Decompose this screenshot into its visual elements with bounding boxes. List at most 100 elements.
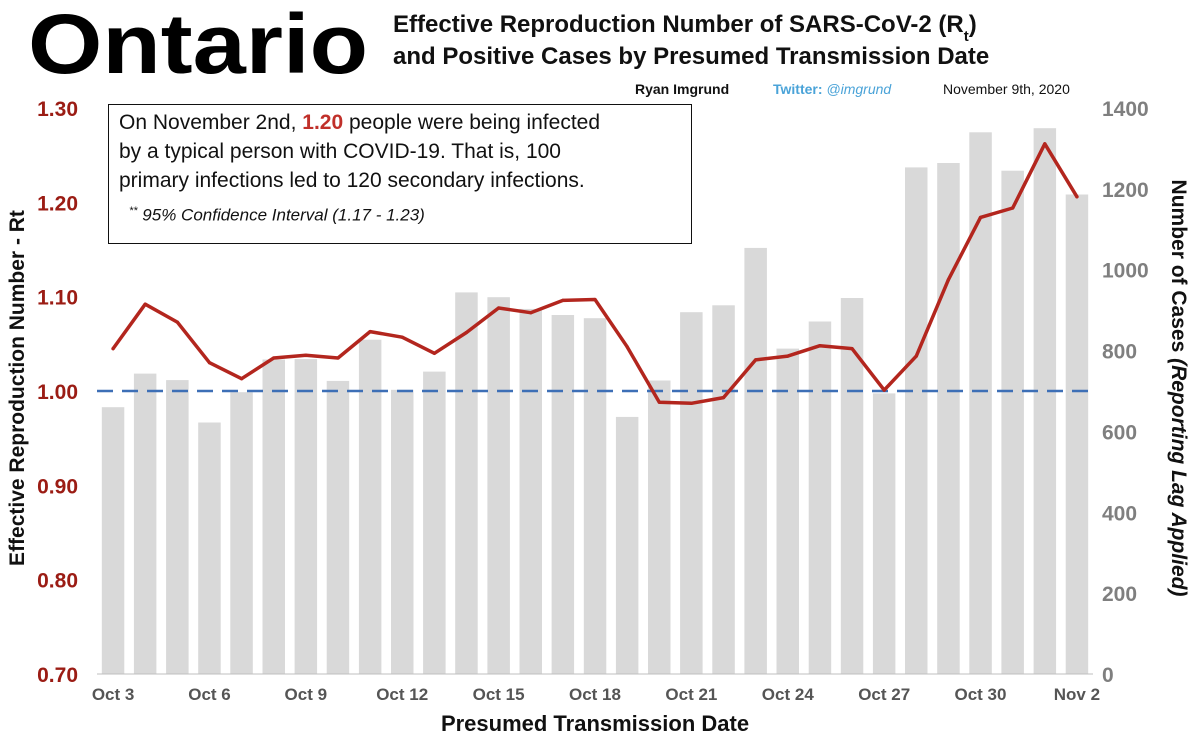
case-bar-10 — [391, 389, 414, 674]
rt-point-19 — [689, 401, 694, 405]
case-bar-12 — [455, 292, 478, 674]
x-tick-label: Oct 6 — [188, 685, 231, 704]
right-tick-label: 1400 — [1102, 98, 1149, 121]
rt-point-6 — [272, 356, 276, 360]
x-tick-label: Oct 27 — [858, 685, 910, 704]
case-bar-6 — [262, 359, 285, 674]
case-bar-22 — [776, 348, 799, 674]
annotation-box: On November 2nd, 1.20 people were being … — [108, 104, 692, 244]
case-bar-31 — [1065, 194, 1089, 674]
case-bar-11 — [423, 371, 446, 674]
y-axis-right-label: Number of Cases (Reporting Lag Applied) — [1167, 180, 1190, 597]
x-tick-label: Oct 24 — [762, 685, 815, 704]
rt-point-22 — [786, 354, 790, 358]
rt-point-1 — [111, 347, 115, 351]
right-tick-label: 200 — [1102, 583, 1137, 606]
rt-point-3 — [175, 320, 179, 324]
rt-point-14 — [529, 311, 533, 315]
case-bar-2 — [133, 373, 157, 674]
x-tick-label: Oct 18 — [569, 685, 621, 704]
x-axis-label: Presumed Transmission Date — [441, 711, 749, 736]
rt-point-15 — [561, 298, 565, 302]
case-bar-7 — [294, 359, 318, 674]
rt-point-10 — [400, 335, 404, 339]
case-bar-5 — [230, 392, 253, 674]
right-tick-label: 1000 — [1102, 260, 1149, 283]
x-tick-label: Oct 3 — [92, 685, 135, 704]
x-tick-label: Oct 30 — [955, 685, 1007, 704]
right-tick-label: 600 — [1102, 421, 1137, 444]
author: Ryan Imgrund — [635, 81, 729, 97]
rt-point-11 — [432, 351, 436, 355]
right-tick-label: 1200 — [1102, 179, 1149, 202]
x-tick-label: Oct 15 — [473, 685, 525, 704]
right-tick-label: 0 — [1102, 664, 1114, 687]
publish-date: November 9th, 2020 — [943, 81, 1070, 97]
confidence-interval: ** 95% Confidence Interval (1.17 - 1.23) — [129, 205, 425, 225]
case-bar-29 — [1001, 170, 1024, 674]
rt-point-21 — [754, 358, 758, 362]
rt-point-8 — [336, 356, 340, 360]
annotation-line-3: primary infections led to 120 secondary … — [119, 169, 585, 192]
case-bar-27 — [937, 163, 960, 674]
left-tick-label: 0.70 — [37, 664, 78, 687]
rt-point-29 — [1011, 206, 1015, 210]
rt-point-9 — [368, 330, 372, 334]
case-bar-15 — [551, 315, 575, 674]
twitter-credit: Twitter: @imgrund — [773, 81, 892, 97]
y-axis-left-label: Effective Reproduction Number - Rt — [6, 210, 29, 566]
rt-point-24 — [850, 347, 854, 351]
case-bar-28 — [969, 132, 992, 675]
left-tick-label: 0.90 — [37, 475, 78, 498]
rt-point-20 — [721, 396, 726, 400]
rt-point-26 — [914, 354, 918, 358]
annotation-line-2: by a typical person with COVID-19. That … — [119, 140, 561, 163]
case-bar-13 — [487, 297, 510, 674]
rt-point-31 — [1075, 195, 1079, 199]
chart-title-line2: and Positive Cases by Presumed Transmiss… — [393, 43, 989, 70]
rt-point-7 — [304, 353, 308, 357]
right-tick-label: 800 — [1102, 341, 1137, 364]
case-bar-8 — [326, 380, 350, 674]
rt-point-25 — [882, 388, 886, 392]
x-tick-label: Nov 2 — [1054, 685, 1100, 704]
x-tick-label: Oct 9 — [285, 685, 328, 704]
rt-point-5 — [240, 377, 244, 381]
left-tick-label: 1.20 — [37, 192, 78, 215]
case-bar-18 — [648, 380, 671, 674]
x-axis-ticks: Oct 3 Oct 6 Oct 9 Oct 12 Oct 15 Oct 18 Oct 21 O… — [92, 685, 1100, 704]
case-bar-24 — [840, 298, 864, 674]
case-bar-14 — [519, 308, 542, 674]
rt-point-23 — [818, 344, 822, 348]
right-axis-ticks: 0 200 400 600 800 1000 1200 1400 — [1102, 98, 1149, 687]
rt-point-28 — [978, 215, 983, 219]
rt-point-16 — [593, 297, 597, 302]
case-bar-25 — [872, 393, 896, 674]
case-bar-4 — [198, 422, 221, 674]
rt-point-4 — [207, 361, 212, 365]
rt-points — [111, 142, 1079, 405]
annotation-line-1: On November 2nd, 1.20 people were being … — [119, 111, 601, 134]
case-bar-3 — [166, 380, 189, 674]
case-bar-9 — [358, 339, 382, 674]
case-bar-1 — [101, 407, 125, 674]
left-tick-label: 1.00 — [37, 381, 78, 404]
rt-point-18 — [657, 400, 661, 404]
rt-point-13 — [497, 306, 501, 310]
annotation-rt-value: 1.20 — [302, 111, 344, 134]
left-tick-label: 1.10 — [37, 287, 78, 310]
right-tick-label: 400 — [1102, 502, 1137, 525]
x-tick-label: Oct 12 — [376, 685, 428, 704]
rt-point-30 — [1043, 142, 1047, 146]
left-tick-label: 1.30 — [37, 98, 78, 121]
case-bar-21 — [744, 247, 767, 674]
case-bar-19 — [680, 312, 703, 674]
region-title: Ontario — [28, 0, 368, 91]
rt-point-12 — [464, 330, 469, 335]
x-tick-label: Oct 21 — [665, 685, 717, 704]
case-bar-23 — [808, 321, 832, 674]
case-bar-20 — [712, 305, 735, 674]
rt-point-27 — [946, 278, 951, 282]
left-tick-label: 0.80 — [37, 570, 78, 593]
